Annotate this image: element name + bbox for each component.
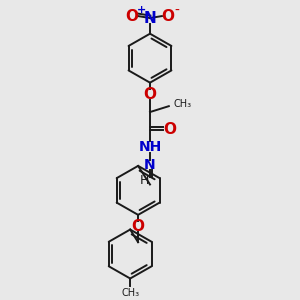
Text: CH₃: CH₃ xyxy=(121,288,139,298)
Text: O: O xyxy=(163,122,176,137)
Text: H: H xyxy=(140,174,149,187)
Text: N: N xyxy=(144,11,156,26)
Text: O: O xyxy=(132,219,145,234)
Text: O: O xyxy=(126,9,139,24)
Text: N: N xyxy=(144,158,156,172)
Text: NH: NH xyxy=(138,140,162,154)
Text: O: O xyxy=(161,9,174,24)
Text: +: + xyxy=(136,5,146,15)
Text: CH₃: CH₃ xyxy=(174,99,192,109)
Text: O: O xyxy=(143,87,157,102)
Text: -: - xyxy=(174,4,179,18)
